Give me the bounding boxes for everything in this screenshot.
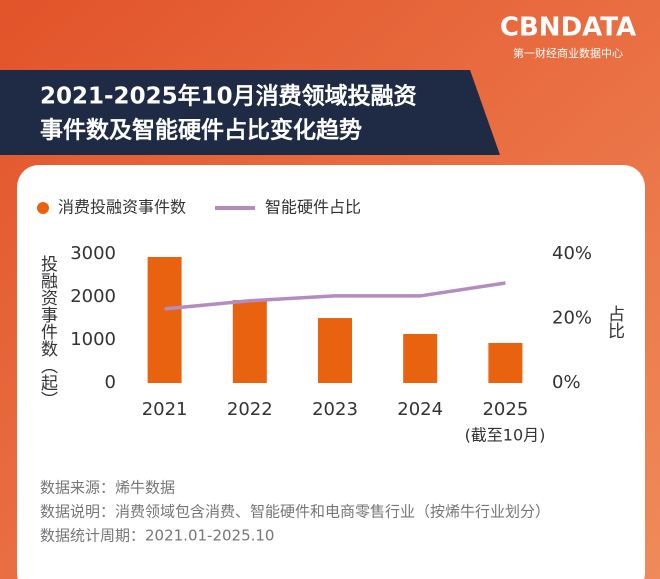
y2-tick-label: 40% [552,243,592,264]
note: 数据来源：烯牛数据 [40,479,175,497]
chart-title: 2021-2025年10月消费领域投融资 [40,83,417,110]
y-tick-label: 2000 [70,286,116,307]
x-note: (截至10月) [465,426,546,445]
y2-tick-label: 20% [552,308,592,329]
y-tick-label: 3000 [70,243,116,264]
x-tick-label: 2024 [397,399,443,420]
x-tick-label: 2021 [142,399,188,420]
note: 数据说明：消费领域包含消费、智能硬件和电商零售行业（按烯牛行业划分） [40,503,550,521]
brand-logo: CBNDATA [500,13,636,43]
y2-axis-label: 占比 [604,305,624,339]
y2-tick-label: 0% [552,372,581,393]
x-tick-label: 2022 [227,399,273,420]
legend-swatch [37,202,49,214]
bar [318,318,352,383]
chart-title: 事件数及智能硬件占比变化趋势 [40,117,362,144]
x-tick-label: 2023 [312,399,358,420]
legend-label: 智能硬件占比 [265,198,361,217]
bar [403,333,438,383]
y-tick-label: 1000 [70,329,116,350]
x-tick-label: 2025 [482,399,528,420]
bar [147,257,182,383]
bar [232,300,267,383]
y-tick-label: 0 [105,372,116,393]
note: 数据统计周期：2021.01-2025.10 [40,527,274,545]
y-axis-label: 投融资事件数（起） [37,255,58,408]
bar [488,343,523,383]
title-banner [0,70,500,155]
brand-subtitle: 第一财经商业数据中心 [513,46,623,60]
line [164,281,506,311]
legend-label: 消费投融资事件数 [58,198,186,217]
